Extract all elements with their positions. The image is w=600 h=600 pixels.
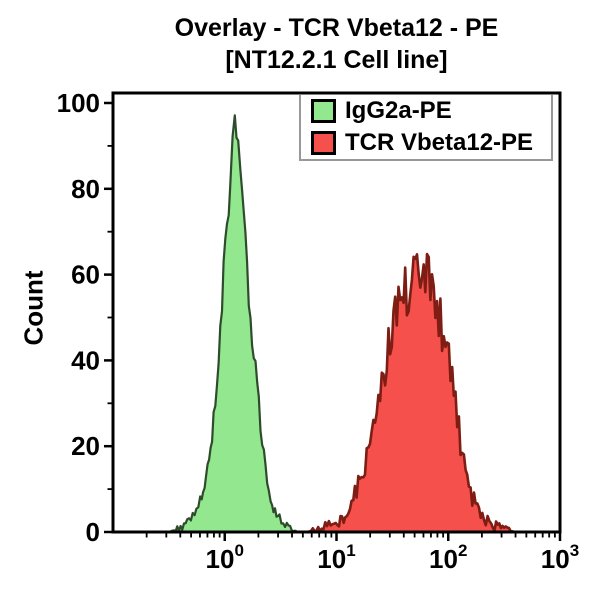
chart-title-line1: Overlay - TCR Vbeta12 - PE <box>174 14 499 42</box>
x-tick-label: 101 <box>317 541 355 574</box>
legend-row-tcr-vbeta12-pe: TCR Vbeta12-PE <box>311 128 551 158</box>
x-tick-label: 100 <box>206 541 244 574</box>
y-tick-label: 80 <box>71 174 100 204</box>
legend-label-igg2a-pe: IgG2a-PE <box>345 97 452 125</box>
y-tick-label: 100 <box>57 88 100 118</box>
legend-box: IgG2a-PE TCR Vbeta12-PE <box>299 95 553 161</box>
chart-title-line2: [NT12.2.1 Cell line] <box>225 46 448 74</box>
legend-row-igg2a-pe: IgG2a-PE <box>311 96 551 126</box>
y-tick-label: 20 <box>71 431 100 461</box>
x-tick-label: 102 <box>429 541 467 574</box>
x-tick-label: 103 <box>541 541 579 574</box>
y-tick-label: 60 <box>71 260 100 290</box>
y-tick-label: 40 <box>71 345 100 375</box>
legend-swatch-tcr-vbeta12-pe-icon <box>311 130 336 155</box>
histogram-tcr-vbeta12-pe <box>306 252 517 534</box>
chart-title: Overlay - TCR Vbeta12 - PE [NT12.2.1 Cel… <box>113 12 560 76</box>
y-tick-label: 0 <box>86 517 100 547</box>
legend-label-tcr-vbeta12-pe: TCR Vbeta12-PE <box>345 128 534 156</box>
legend-swatch-igg2a-pe-icon <box>311 99 336 124</box>
histogram-igg2a-pe <box>167 114 300 534</box>
